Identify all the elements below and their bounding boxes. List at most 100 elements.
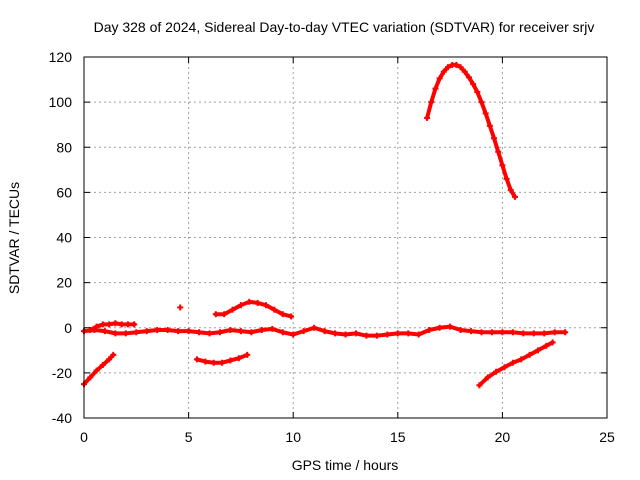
data-point bbox=[488, 329, 495, 336]
data-point bbox=[227, 357, 234, 364]
data-point bbox=[457, 64, 464, 71]
data-point bbox=[509, 359, 516, 366]
y-tick-labels: -40 -20 0 20 40 60 80 100 120 bbox=[49, 49, 73, 426]
data-point bbox=[212, 311, 219, 318]
y-tick-label: 100 bbox=[49, 94, 73, 110]
y-tick-label: 120 bbox=[49, 49, 73, 65]
y-tick-label: -40 bbox=[52, 410, 72, 426]
x-tick-label: 10 bbox=[285, 429, 301, 445]
data-point bbox=[453, 61, 460, 68]
data-point bbox=[177, 304, 184, 311]
data-point bbox=[118, 321, 125, 328]
data-point bbox=[549, 339, 556, 346]
data-point bbox=[384, 331, 391, 338]
data-point bbox=[227, 327, 234, 334]
data-point bbox=[415, 331, 422, 338]
data-point bbox=[352, 330, 359, 337]
data-point bbox=[457, 327, 464, 334]
data-point bbox=[269, 325, 276, 332]
data-point bbox=[499, 329, 506, 336]
data-point bbox=[478, 329, 485, 336]
data-point bbox=[440, 68, 447, 75]
data-point bbox=[432, 85, 439, 92]
data-point bbox=[436, 75, 443, 82]
data-point bbox=[461, 68, 468, 75]
data-point bbox=[133, 329, 140, 336]
data-point bbox=[229, 306, 236, 313]
data-point bbox=[520, 330, 527, 337]
data-point bbox=[122, 330, 129, 337]
series-afternoon-arc bbox=[425, 62, 517, 199]
data-point bbox=[93, 323, 100, 330]
data-point bbox=[445, 64, 452, 71]
data-point bbox=[248, 329, 255, 336]
data-point bbox=[311, 324, 318, 331]
data-point bbox=[495, 148, 502, 155]
data-point bbox=[534, 347, 541, 354]
data-point bbox=[246, 298, 253, 305]
x-axis-label: GPS time / hours bbox=[292, 457, 399, 473]
data-point bbox=[106, 321, 113, 328]
data-point bbox=[541, 330, 548, 337]
data-point bbox=[112, 320, 119, 327]
data-point bbox=[509, 329, 516, 336]
x-tick-label: 0 bbox=[80, 429, 88, 445]
data-point bbox=[271, 306, 278, 313]
data-point bbox=[486, 122, 493, 129]
y-tick-label: 0 bbox=[64, 320, 72, 336]
data-point bbox=[219, 359, 226, 366]
data-traces bbox=[81, 61, 569, 389]
data-point bbox=[501, 364, 508, 371]
data-point bbox=[491, 135, 498, 142]
data-point bbox=[342, 331, 349, 338]
y-tick-label: 60 bbox=[56, 184, 72, 200]
data-point bbox=[373, 332, 380, 339]
x-tick-label: 20 bbox=[495, 429, 511, 445]
data-point bbox=[499, 162, 506, 169]
data-point bbox=[112, 330, 119, 337]
data-point bbox=[476, 382, 483, 389]
data-point bbox=[254, 299, 261, 306]
data-point bbox=[363, 332, 370, 339]
x-tick-label: 5 bbox=[185, 429, 193, 445]
y-tick-label: 40 bbox=[56, 230, 72, 246]
data-point bbox=[428, 99, 435, 106]
data-point bbox=[235, 355, 242, 362]
data-point bbox=[124, 321, 131, 328]
data-point bbox=[237, 302, 244, 309]
data-point bbox=[484, 374, 491, 381]
data-point bbox=[562, 329, 569, 336]
data-point bbox=[551, 329, 558, 336]
data-point bbox=[424, 114, 431, 121]
series-morning-bump bbox=[213, 299, 294, 319]
series-late-rise bbox=[477, 340, 555, 388]
data-point bbox=[101, 328, 108, 335]
data-point bbox=[216, 329, 223, 336]
data-point bbox=[87, 327, 94, 334]
data-point bbox=[482, 110, 489, 117]
data-point bbox=[154, 327, 161, 334]
data-point bbox=[470, 81, 477, 88]
data-point bbox=[237, 328, 244, 335]
axis-ticks bbox=[83, 56, 608, 419]
data-point bbox=[193, 356, 200, 363]
y-axis-label: SDTVAR / TECUs bbox=[6, 182, 22, 294]
data-point bbox=[106, 356, 113, 363]
data-point bbox=[447, 323, 454, 330]
data-point bbox=[143, 328, 150, 335]
data-point bbox=[288, 313, 295, 320]
data-point bbox=[196, 329, 203, 336]
x-tick-label: 25 bbox=[599, 429, 615, 445]
data-point bbox=[530, 330, 537, 337]
data-point bbox=[474, 88, 481, 95]
data-point bbox=[493, 368, 500, 375]
data-point bbox=[511, 193, 518, 200]
data-point bbox=[131, 321, 138, 328]
chart-title: Day 328 of 2024, Sidereal Day-to-day VTE… bbox=[94, 19, 595, 35]
data-point bbox=[426, 327, 433, 334]
data-point bbox=[436, 324, 443, 331]
data-point bbox=[175, 328, 182, 335]
data-point bbox=[244, 351, 251, 358]
data-point bbox=[99, 361, 106, 368]
